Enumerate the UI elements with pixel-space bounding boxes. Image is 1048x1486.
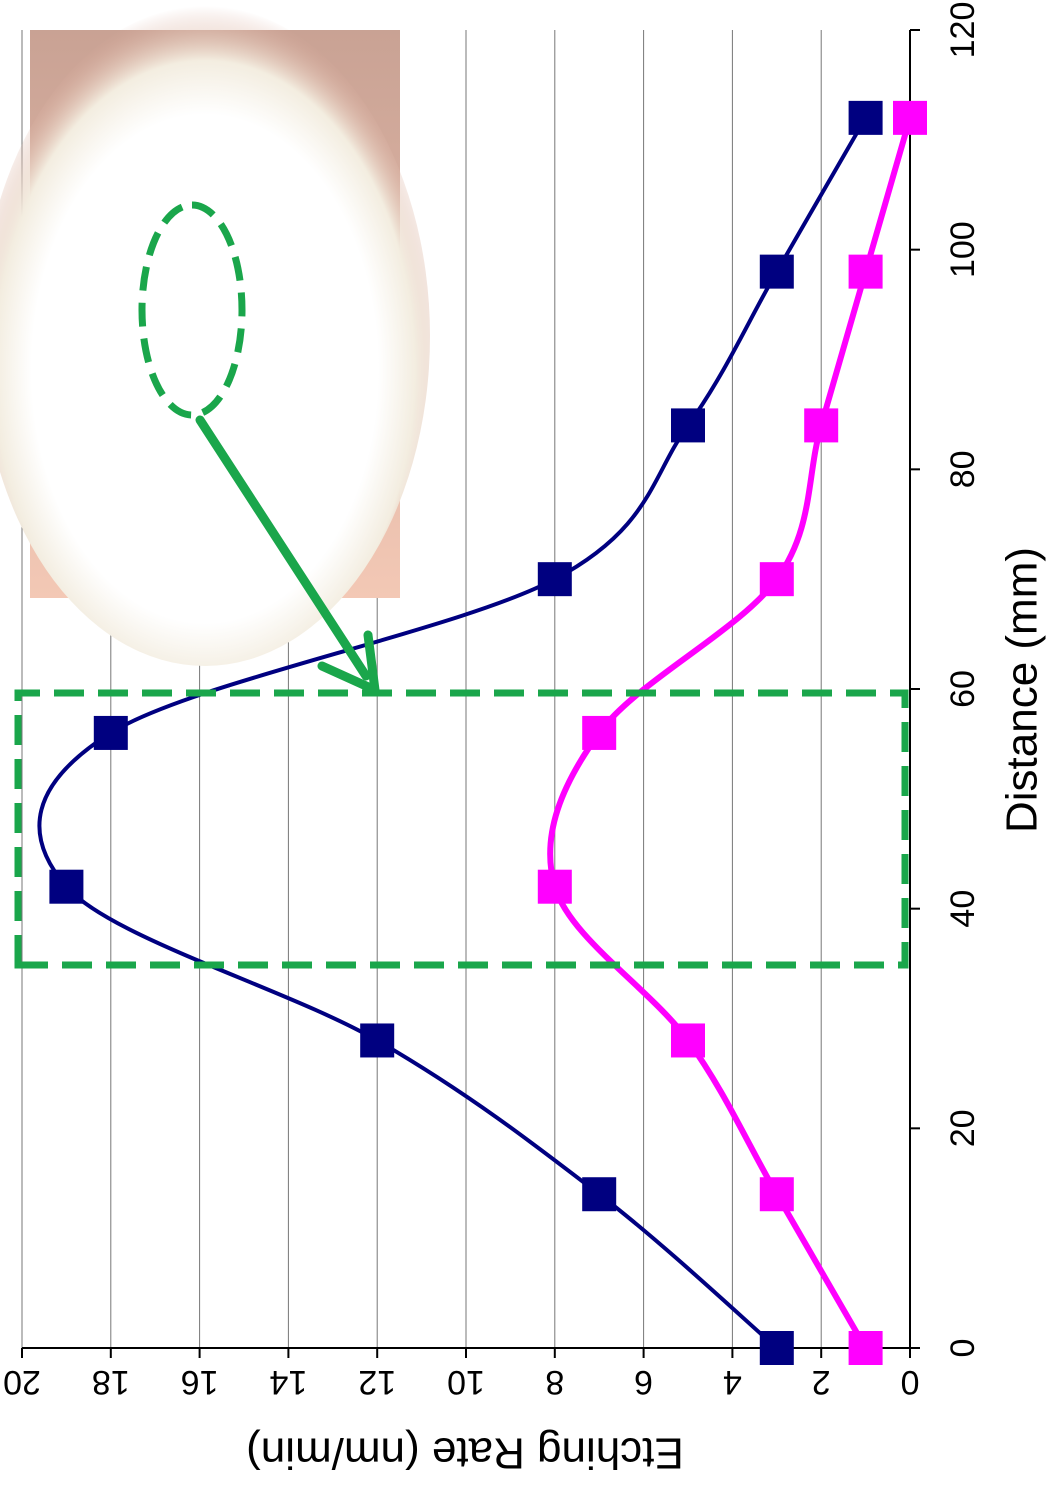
marker <box>360 1023 394 1057</box>
marker <box>760 1331 794 1365</box>
plot-group: Distance (mm) Etching Rate (nm/min) 0 2 4 6… <box>0 2 1047 1478</box>
y-axis-title: Etching Rate (nm/min) <box>246 1428 684 1477</box>
x-tick-label: 80 <box>944 450 982 488</box>
marker <box>538 870 572 904</box>
y-tick-label: 2 <box>812 1363 831 1401</box>
marker <box>671 1023 705 1057</box>
y-tick-label: 20 <box>3 1363 41 1401</box>
marker <box>760 1177 794 1211</box>
marker <box>49 870 83 904</box>
marker <box>760 255 794 289</box>
marker <box>538 562 572 596</box>
y-tick-label: 14 <box>269 1363 307 1401</box>
marker <box>893 101 927 135</box>
y-tick-label: 4 <box>723 1363 742 1401</box>
marker <box>760 562 794 596</box>
marker <box>671 408 705 442</box>
marker <box>94 716 128 750</box>
x-tick-label: 120 <box>944 2 982 59</box>
inset-photo <box>0 6 430 666</box>
y-tick-label: 6 <box>634 1363 653 1401</box>
y-tick-label: 8 <box>545 1363 564 1401</box>
marker <box>582 1177 616 1211</box>
x-axis-title: Distance (mm) <box>998 547 1047 833</box>
chart: Distance (mm) Etching Rate (nm/min) 0 2 4 6… <box>0 0 1048 1486</box>
marker <box>582 716 616 750</box>
x-tick-label: 20 <box>944 1109 982 1147</box>
marker <box>849 101 883 135</box>
x-tick-label: 40 <box>944 890 982 928</box>
y-tick-label: 0 <box>901 1363 920 1401</box>
marker <box>849 255 883 289</box>
x-tick-label: 60 <box>944 670 982 708</box>
marker <box>849 1331 883 1365</box>
x-tick-label: 100 <box>944 221 982 278</box>
y-tick-label: 10 <box>447 1363 485 1401</box>
y-tick-label: 12 <box>358 1363 396 1401</box>
y-tick-label: 18 <box>92 1363 130 1401</box>
y-tick-label: 16 <box>181 1363 219 1401</box>
marker <box>804 408 838 442</box>
x-tick-label: 0 <box>944 1339 982 1358</box>
